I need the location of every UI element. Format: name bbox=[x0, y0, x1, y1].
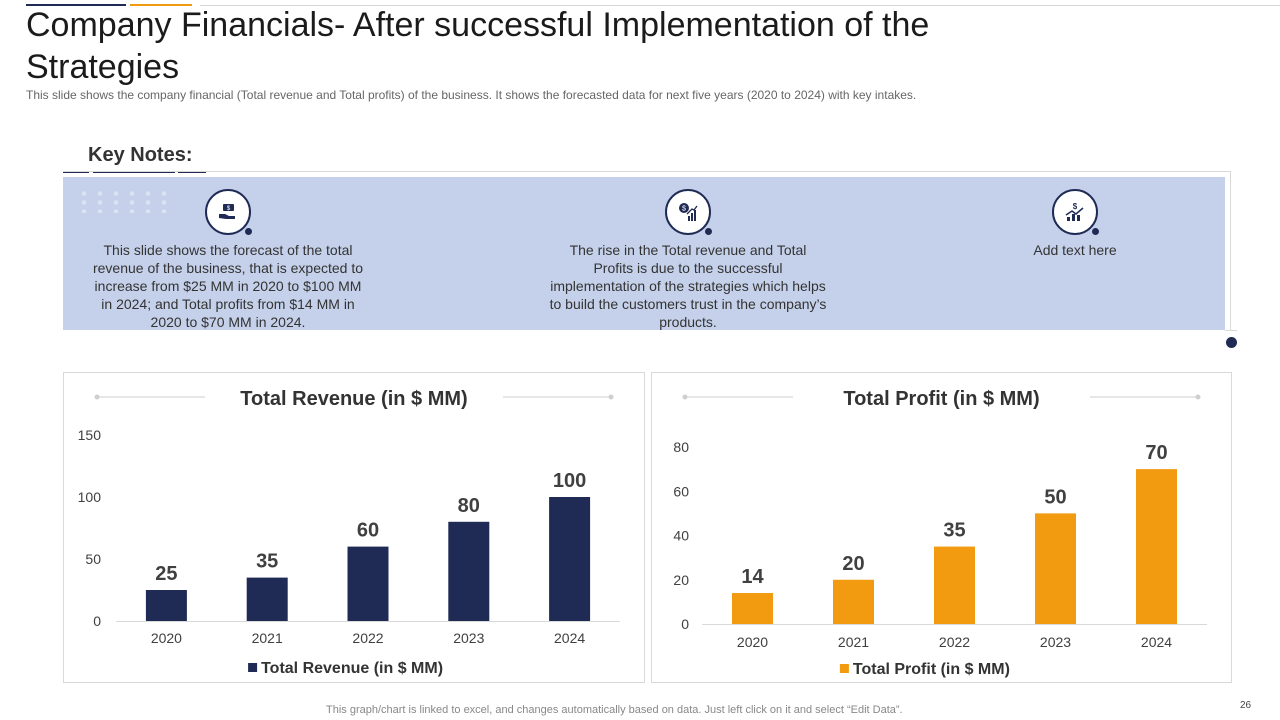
title-decor-dot bbox=[682, 394, 688, 400]
key-notes-heading: Key Notes: bbox=[88, 144, 193, 166]
legend-label: Total Profit (in $ MM) bbox=[853, 661, 1010, 678]
data-label: 35 bbox=[943, 520, 965, 542]
page-number: 26 bbox=[1240, 700, 1252, 711]
footer-note: This graph/chart is linked to excel, and… bbox=[326, 704, 903, 716]
notes-frame bbox=[63, 171, 1231, 172]
key-notes-underline bbox=[63, 171, 89, 173]
x-tick-label: 2021 bbox=[838, 634, 869, 650]
top-rule bbox=[200, 5, 1280, 6]
key-notes-panel bbox=[63, 177, 1225, 330]
notes-frame bbox=[1225, 330, 1237, 331]
chart-title: Total Revenue (in $ MM) bbox=[240, 388, 467, 410]
x-tick-label: 2022 bbox=[939, 634, 970, 650]
data-label: 80 bbox=[458, 495, 480, 517]
bar bbox=[732, 593, 773, 624]
key-note-text: The rise in the Total revenue and Total … bbox=[549, 242, 827, 330]
key-note-1: $ This slide shows the forecast of the t… bbox=[88, 189, 368, 331]
key-note-text: This slide shows the forecast of the tot… bbox=[92, 242, 364, 330]
top-accent-navy bbox=[26, 4, 126, 6]
data-label: 50 bbox=[1044, 486, 1066, 508]
y-tick-label: 20 bbox=[673, 572, 689, 588]
bar bbox=[347, 546, 389, 621]
hand-money-icon: $ bbox=[205, 189, 252, 235]
data-label: 25 bbox=[155, 563, 177, 585]
bar bbox=[833, 579, 874, 624]
x-tick-label: 2020 bbox=[151, 630, 182, 646]
title-decor-dot bbox=[608, 394, 614, 400]
y-tick-label: 80 bbox=[673, 439, 689, 455]
bar bbox=[1136, 469, 1177, 624]
x-tick-label: 2023 bbox=[1040, 634, 1071, 650]
title-decor-dot bbox=[94, 394, 100, 400]
legend-swatch bbox=[248, 663, 258, 672]
data-label: 70 bbox=[1145, 442, 1167, 464]
bar bbox=[448, 521, 490, 621]
decorative-dots bbox=[76, 189, 176, 213]
chart-title: Total Profit (in $ MM) bbox=[843, 388, 1039, 410]
dollar-trend-up-icon: $ bbox=[1052, 189, 1099, 235]
y-tick-label: 100 bbox=[78, 489, 102, 505]
data-label: 100 bbox=[553, 470, 586, 492]
bar bbox=[934, 546, 975, 624]
y-tick-label: 40 bbox=[673, 528, 689, 544]
page-title: Company Financials- After successful Imp… bbox=[26, 6, 930, 86]
key-notes-underline bbox=[93, 171, 175, 173]
bar bbox=[549, 497, 591, 621]
svg-text:$: $ bbox=[1073, 202, 1078, 211]
x-tick-label: 2024 bbox=[554, 630, 585, 646]
x-tick-label: 2022 bbox=[352, 630, 383, 646]
profit-chart: Total Profit (in $ MM) 0 20 40 60 80 14 2020 20 2… bbox=[651, 372, 1232, 683]
y-tick-label: 0 bbox=[681, 616, 689, 632]
legend-label: Total Revenue (in $ MM) bbox=[261, 660, 443, 677]
key-note-2: $ The rise in the Total revenue and Tota… bbox=[548, 189, 828, 331]
y-tick-label: 0 bbox=[93, 613, 101, 629]
dollar-growth-chart-icon: $ bbox=[665, 189, 712, 235]
key-notes-underline bbox=[178, 171, 206, 173]
page-subtitle: This slide shows the company financial (… bbox=[26, 88, 917, 102]
x-tick-label: 2024 bbox=[1141, 634, 1172, 650]
x-tick-label: 2021 bbox=[252, 630, 283, 646]
revenue-chart: Total Revenue (in $ MM) 0 50 100 150 25 2020 35… bbox=[63, 372, 645, 683]
decorative-dot bbox=[1226, 337, 1237, 348]
x-tick-label: 2020 bbox=[737, 634, 768, 650]
y-tick-label: 150 bbox=[78, 427, 102, 443]
title-decor-dot bbox=[1195, 394, 1201, 400]
y-tick-label: 50 bbox=[85, 551, 101, 567]
data-label: 35 bbox=[256, 551, 278, 573]
data-label: 60 bbox=[357, 520, 379, 542]
svg-text:$: $ bbox=[227, 206, 231, 212]
bar bbox=[246, 577, 288, 621]
revenue-chart-svg: Total Revenue (in $ MM) 0 50 100 150 25 2020 35… bbox=[78, 388, 620, 677]
x-tick-label: 2023 bbox=[453, 630, 484, 646]
top-accent-orange bbox=[130, 4, 192, 6]
profit-chart-svg: Total Profit (in $ MM)020406080142020202… bbox=[673, 388, 1207, 678]
data-label: 20 bbox=[842, 553, 864, 575]
notes-frame bbox=[1230, 171, 1231, 331]
svg-text:$: $ bbox=[682, 206, 686, 213]
key-note-text: Add text here bbox=[1033, 242, 1117, 258]
key-note-3: $ Add text here bbox=[935, 189, 1215, 259]
data-label: 14 bbox=[741, 566, 764, 588]
legend-swatch bbox=[839, 664, 849, 673]
bar bbox=[145, 590, 187, 621]
y-tick-label: 60 bbox=[673, 483, 689, 499]
bar bbox=[1035, 513, 1076, 624]
